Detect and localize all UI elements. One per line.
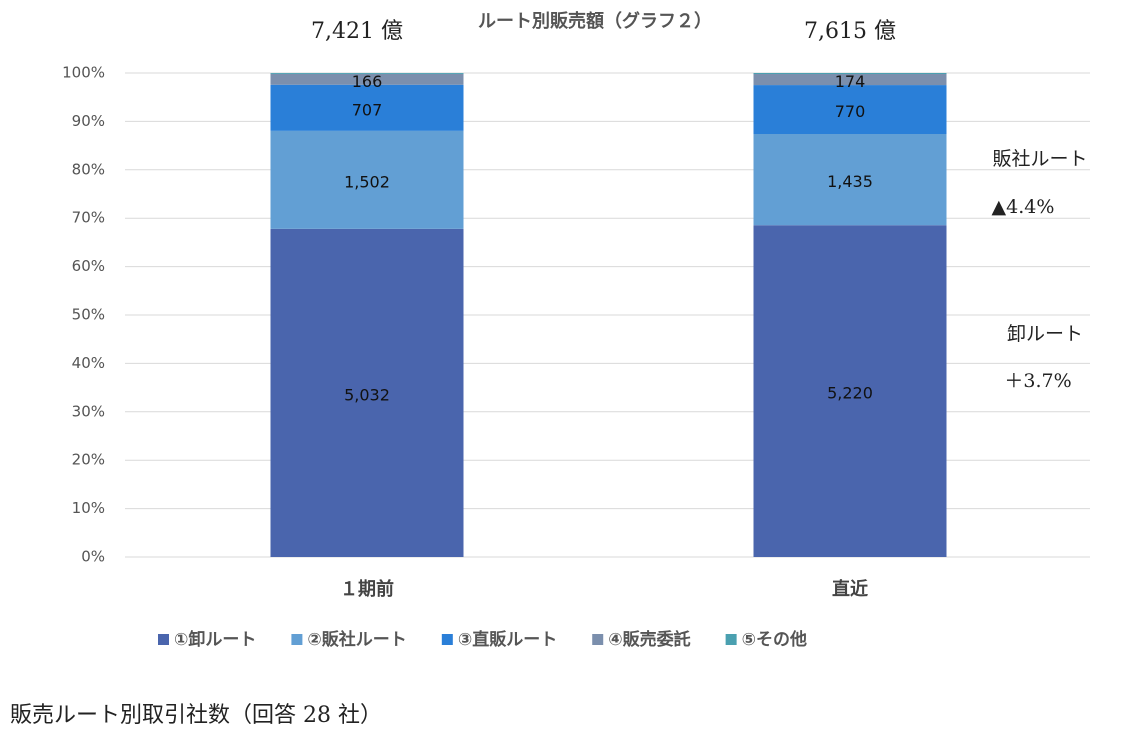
annotation: 販社ルート — [992, 148, 1087, 170]
legend-swatch — [592, 634, 604, 645]
bar-segment — [753, 225, 947, 557]
legend-label: ⑤その他 — [742, 629, 807, 650]
y-tick-label: 50% — [72, 306, 105, 324]
legend-swatch — [158, 634, 169, 645]
data-label: 770 — [835, 102, 866, 121]
bar-segment — [270, 228, 464, 557]
y-tick-label: 10% — [72, 499, 105, 517]
bar-segment — [753, 85, 947, 135]
annotation: ▲4.4% — [992, 196, 1055, 218]
y-tick-label: 20% — [72, 451, 105, 469]
legend-swatch — [725, 634, 737, 645]
y-tick-label: 100% — [62, 64, 105, 82]
legend-label: ④販売委託 — [608, 629, 690, 650]
legend-label: ①卸ルート — [174, 629, 256, 650]
y-tick-label: 0% — [81, 548, 105, 566]
data-label: 166 — [352, 72, 383, 91]
bar-segment — [753, 73, 947, 75]
annotation: ＋3.7% — [1004, 370, 1071, 392]
data-label: 5,220 — [827, 384, 873, 403]
y-tick-label: 60% — [72, 257, 105, 275]
y-tick-label: 90% — [72, 112, 105, 130]
bar-segment — [270, 130, 464, 229]
data-label: 1,502 — [344, 172, 390, 191]
data-label: 174 — [835, 72, 866, 91]
x-tick-label: １期前 — [340, 578, 394, 600]
total-label: 7,421 億 — [311, 19, 403, 44]
legend-label: ②販社ルート — [307, 629, 406, 650]
chart-title: ルート別販売額（グラフ２） — [478, 10, 712, 32]
legend-swatch — [441, 634, 453, 645]
y-tick-label: 80% — [72, 160, 105, 178]
bar-segment — [753, 134, 947, 226]
data-label: 1,435 — [827, 172, 873, 191]
footer: 販売ルート別取引社数（回答 28 社） — [10, 703, 382, 728]
bar-segment — [753, 74, 947, 86]
bar-segment — [270, 73, 464, 74]
annotation: 卸ルート — [1007, 323, 1083, 345]
x-tick-label: 直近 — [832, 578, 868, 600]
data-label: 5,032 — [344, 385, 390, 404]
total-label: 7,615 億 — [804, 19, 896, 44]
data-label: 707 — [352, 100, 383, 119]
bar-segment — [270, 84, 464, 131]
legend-label: ③直販ルート — [458, 629, 557, 650]
y-tick-label: 40% — [72, 354, 105, 372]
legend-swatch — [291, 634, 303, 645]
y-tick-label: 30% — [72, 402, 105, 420]
y-tick-label: 70% — [72, 209, 105, 227]
bar-segment — [270, 73, 464, 85]
